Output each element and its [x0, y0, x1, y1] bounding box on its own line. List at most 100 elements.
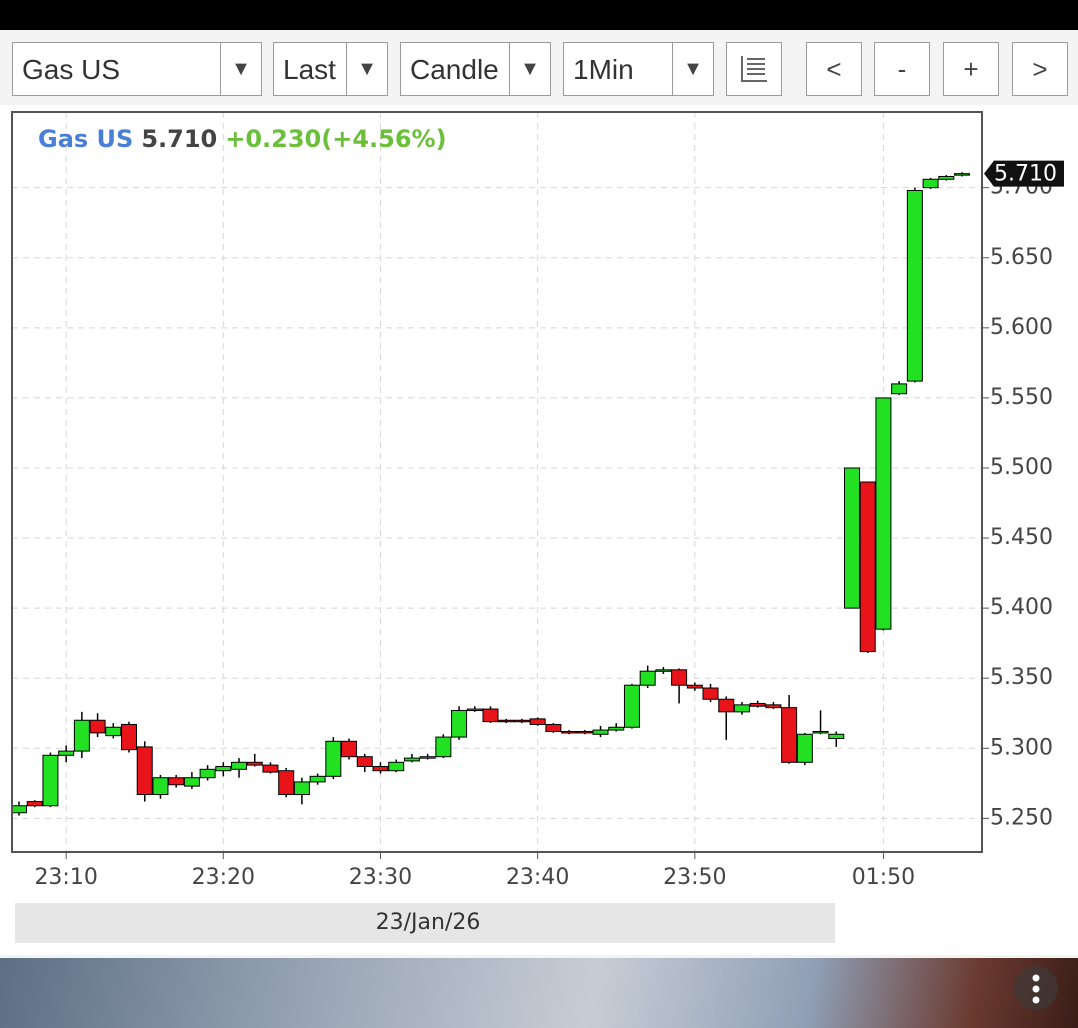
- table-button[interactable]: [726, 42, 782, 96]
- candle-body: [576, 730, 593, 734]
- candle-body: [199, 768, 216, 779]
- zoom-out-button[interactable]: -: [874, 42, 930, 96]
- candle-body: [11, 805, 27, 814]
- candle-body: [733, 704, 750, 713]
- price-type-select[interactable]: Last ▼: [273, 42, 388, 96]
- candle-body: [954, 173, 970, 176]
- interval-text: 1Min: [573, 54, 634, 85]
- candle-body: [136, 746, 153, 796]
- date-bar: [15, 903, 835, 943]
- dropdown-arrow: ▼: [672, 43, 713, 95]
- price-tag-label: 5.710: [994, 162, 1057, 187]
- candle-body: [121, 723, 138, 751]
- plot-frame: [11, 111, 983, 853]
- candle-body: [513, 719, 530, 723]
- chart-type-select[interactable]: Candle ▼: [400, 42, 551, 96]
- candle-body: [796, 733, 813, 763]
- candle-body: [419, 756, 436, 759]
- candle-body: [906, 189, 923, 382]
- candle-body: [293, 781, 310, 796]
- candle-body: [26, 801, 43, 807]
- symbol-text: Gas US: [22, 54, 121, 85]
- price-tag-box: [984, 160, 1064, 187]
- candle-body: [58, 750, 75, 756]
- y-tick-label: 5.650: [990, 245, 1053, 270]
- scroll-right-button[interactable]: >: [1012, 42, 1068, 96]
- symbol-select[interactable]: Gas US ▼: [12, 42, 262, 96]
- x-tick-label: 23:20: [192, 865, 255, 890]
- candle-body: [859, 481, 876, 653]
- y-tick-label: 5.600: [990, 315, 1053, 340]
- candle-body: [702, 687, 719, 700]
- candle-body: [529, 718, 546, 725]
- dropdown-arrow: ▼: [346, 43, 387, 95]
- candle-body: [608, 726, 625, 731]
- candle-body: [105, 726, 122, 737]
- y-tick-label: 5.250: [990, 805, 1053, 830]
- price-change: +0.230(+4.56%): [225, 125, 446, 153]
- candle-body: [435, 736, 452, 758]
- candle-body: [451, 709, 468, 738]
- candle-body: [828, 733, 845, 739]
- scroll-left-button[interactable]: <: [806, 42, 862, 96]
- chart-header: Gas US 5.710 +0.230(+4.56%): [38, 125, 447, 153]
- candle-body: [561, 730, 578, 734]
- chart: 23/Jan/26 5.250 5.300 5.350 5.400 5.450 5.500…: [0, 105, 1078, 955]
- candle-body: [89, 719, 106, 734]
- candle-body: [812, 730, 829, 734]
- candle-body: [781, 707, 798, 763]
- candle-body: [938, 175, 955, 180]
- candle-body: [215, 766, 232, 772]
- y-tick-label: 5.300: [990, 735, 1053, 760]
- candle-body: [278, 770, 295, 796]
- candle-body: [372, 766, 389, 772]
- zoom-in-button[interactable]: +: [943, 42, 999, 96]
- y-tick-label: 5.500: [990, 455, 1053, 480]
- candle-body: [623, 684, 640, 728]
- bottom-image: [0, 958, 1078, 1028]
- candle-body: [671, 669, 688, 686]
- x-tick-label: 23:40: [506, 865, 569, 890]
- x-tick-label: 01:50: [852, 865, 915, 890]
- x-tick-label: 23:50: [663, 865, 726, 890]
- last-price: 5.710: [141, 125, 217, 153]
- candle-body: [545, 723, 562, 732]
- candle-body: [843, 467, 860, 609]
- candle-body: [325, 740, 342, 777]
- date-label: 23/Jan/26: [376, 910, 481, 935]
- candle-body: [341, 740, 358, 758]
- candle-body: [466, 708, 483, 712]
- x-tick-label: 23:10: [34, 865, 97, 890]
- y-tick-label: 5.400: [990, 595, 1053, 620]
- candle-body: [262, 764, 279, 773]
- menu-icon[interactable]: [1008, 958, 1068, 1028]
- price-type-text: Last: [283, 54, 336, 85]
- candle-body: [922, 178, 939, 189]
- interval-select[interactable]: 1Min ▼: [563, 42, 714, 96]
- candle-body: [309, 775, 326, 783]
- dropdown-arrow: ▼: [220, 43, 261, 95]
- x-tick-label: 23:30: [349, 865, 412, 890]
- candle-body: [246, 761, 263, 766]
- dropdown-arrow: ▼: [509, 43, 550, 95]
- candle-body: [42, 754, 59, 807]
- candle-body: [388, 761, 405, 772]
- candle-body: [168, 777, 185, 786]
- candle-body: [592, 729, 609, 735]
- candle-body: [183, 777, 200, 787]
- y-tick-label: 5.550: [990, 385, 1053, 410]
- candle-body: [73, 719, 90, 752]
- candle-body: [765, 704, 782, 709]
- candle-body: [498, 719, 515, 723]
- candle-body: [482, 708, 499, 723]
- table-icon: [741, 56, 767, 82]
- candle-body: [152, 777, 169, 796]
- candle-body: [891, 383, 908, 395]
- candle-body: [749, 702, 766, 707]
- chart-background: [0, 105, 1078, 955]
- candle-body: [639, 670, 656, 686]
- chart-title: Gas US: [38, 125, 133, 153]
- candle-body: [655, 669, 672, 672]
- candle-body: [231, 761, 248, 770]
